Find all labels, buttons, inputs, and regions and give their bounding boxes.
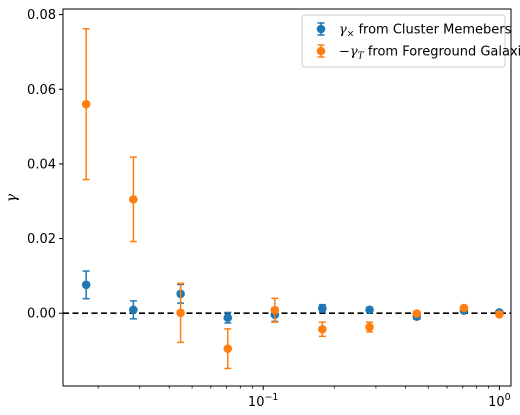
data-point — [412, 309, 422, 318]
y-tick-label: 0.08 — [27, 8, 56, 23]
legend-item-1: γ× from Cluster Memebers — [316, 22, 512, 40]
data-point — [223, 313, 233, 322]
legend-item-2: −γT from Foreground Galaxies — [316, 44, 520, 62]
data-point — [129, 305, 138, 315]
y-tick-label: 0.06 — [27, 83, 56, 98]
data-point — [270, 305, 280, 315]
data-point — [129, 195, 138, 204]
data-point — [318, 324, 327, 334]
data-point — [365, 322, 374, 332]
y-tick-label: 0.04 — [27, 157, 56, 172]
data-point — [495, 310, 504, 319]
data-point — [176, 308, 185, 318]
legend-marker-point — [316, 46, 326, 56]
legend-label: −γT from Foreground Galaxies — [339, 45, 520, 62]
legend-marker-point — [316, 24, 326, 34]
data-point — [365, 305, 374, 315]
series-1 — [81, 270, 504, 324]
legend-box — [301, 14, 506, 68]
legend: γ× from Cluster Memebers −γT from Foregro… — [301, 14, 520, 68]
plot-content — [63, 28, 511, 370]
data-point — [81, 280, 91, 290]
data-point — [459, 303, 469, 313]
x-tick-label: 100 — [488, 392, 511, 410]
data-point — [81, 99, 91, 109]
y-tick-label: 0.00 — [27, 307, 56, 322]
y-axis-label: γ — [4, 193, 20, 202]
y-axis: 0.00 0.02 0.04 0.06 0.08 — [27, 8, 63, 322]
plot-frame — [62, 8, 512, 387]
y-tick-label: 0.02 — [27, 232, 56, 247]
x-axis: 10−1 100 — [97, 386, 511, 410]
data-point — [223, 344, 233, 353]
x-tick-label: 10−1 — [248, 392, 279, 410]
series-2 — [81, 28, 504, 370]
legend-label: γ× from Cluster Memebers — [339, 23, 512, 40]
data-point — [318, 304, 327, 313]
